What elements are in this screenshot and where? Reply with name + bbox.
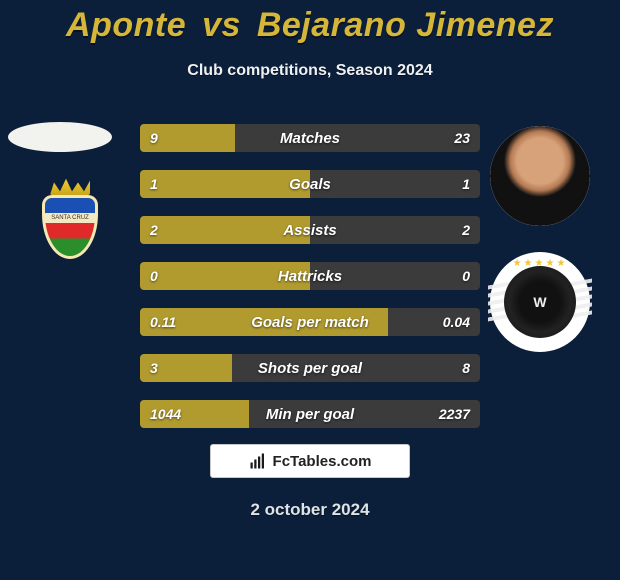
player2-face-icon [490, 126, 590, 226]
source-text: FcTables.com [273, 453, 372, 470]
player1-name: Aponte [66, 6, 186, 44]
stat-label: Goals [140, 170, 480, 198]
player2-name: Bejarano Jimenez [257, 6, 554, 44]
stat-row: 22Assists [140, 216, 480, 244]
stat-row: 923Matches [140, 124, 480, 152]
player1-club-crest: SANTA CRUZ [20, 172, 120, 272]
crest-center-letter: W [504, 266, 576, 338]
stat-label: Assists [140, 216, 480, 244]
source-badge: FcTables.com [210, 444, 410, 478]
stat-label: Shots per goal [140, 354, 480, 382]
stat-label: Hattricks [140, 262, 480, 290]
crest-shield-icon [42, 195, 98, 259]
crest-wilstermann: ★★★★★ W [494, 256, 586, 348]
bars-icon [249, 452, 267, 470]
main-title: Aponte vs Bejarano Jimenez [0, 6, 620, 45]
stat-row: 00Hattricks [140, 262, 480, 290]
stat-row: 0.110.04Goals per match [140, 308, 480, 336]
footer-date: 2 october 2024 [0, 500, 620, 520]
crest-crown-icon [50, 177, 90, 195]
player2-club-crest: ★★★★★ W [490, 252, 590, 352]
stat-row: 11Goals [140, 170, 480, 198]
stat-bars: 923Matches 11Goals 22Assists 00Hattricks 0.1… [140, 124, 480, 446]
crest-blooming: SANTA CRUZ [38, 183, 102, 261]
player1-avatar [8, 122, 112, 152]
stat-row: 10442237Min per goal [140, 400, 480, 428]
subtitle: Club competitions, Season 2024 [0, 62, 620, 80]
player2-avatar [490, 126, 590, 226]
vs-text: vs [202, 6, 241, 44]
stat-label: Matches [140, 124, 480, 152]
comparison-infographic: Aponte vs Bejarano Jimenez Club competit… [0, 0, 620, 580]
stat-row: 38Shots per goal [140, 354, 480, 382]
stat-label: Goals per match [140, 308, 480, 336]
stat-label: Min per goal [140, 400, 480, 428]
crest-banner: SANTA CRUZ [44, 213, 96, 223]
